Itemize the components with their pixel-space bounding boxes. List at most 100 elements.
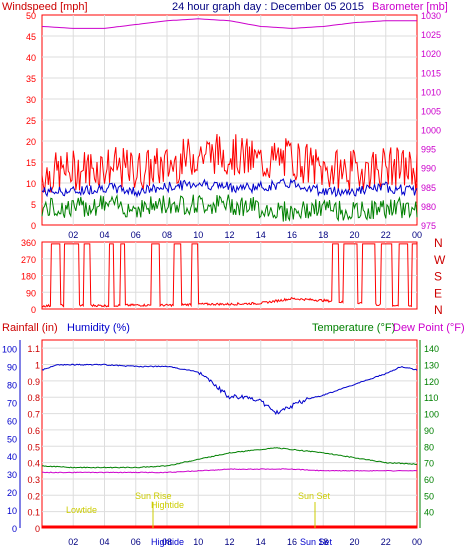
barometer-tick-label: 995 (421, 145, 436, 155)
wind-tick-label: 40 (26, 53, 36, 63)
wind-tick-label: 30 (26, 95, 36, 105)
barometer-line (41, 18, 417, 29)
temperature-tick-label: 140 (424, 344, 439, 354)
barometer-tick-label: 1015 (421, 68, 441, 78)
barometer-tick-label: 980 (421, 202, 436, 212)
rain-tick-label: 0.9 (27, 377, 40, 387)
wind-low-line (41, 193, 418, 222)
humidity-tick-label: 40 (7, 452, 17, 462)
x-tick-label: 08 (162, 537, 172, 547)
wind-x-ticks: 02 04 06 08 10 12 14 16 18 20 22 00 (68, 230, 422, 240)
hightide-annotation: Hightide (151, 500, 184, 510)
wind-tick-label: 0 (31, 221, 36, 231)
direction-tick-label: 0 (31, 305, 36, 315)
rain-tick-label: 0.3 (27, 475, 40, 485)
compass-label: N (434, 303, 443, 317)
x-tick-label: 14 (256, 230, 266, 240)
x-tick-label: 02 (68, 537, 78, 547)
humidity-tick-label: 60 (7, 416, 17, 426)
temperature-y-ticks: 40 50 60 70 80 90 100 110 120 130 140 (424, 344, 439, 517)
x-tick-label: 10 (193, 537, 203, 547)
rain-tick-label: 0.7 (27, 410, 40, 420)
wind-tick-label: 50 (26, 11, 36, 21)
x-tick-label: 02 (68, 230, 78, 240)
direction-tick-label: 90 (26, 288, 36, 298)
direction-tick-label: 180 (21, 272, 36, 282)
wind-tick-label: 15 (26, 158, 36, 168)
x-tick-label: 12 (224, 230, 234, 240)
temperature-tick-label: 70 (424, 459, 434, 469)
barometer-tick-label: 1010 (421, 87, 441, 97)
x-tick-label: 00 (412, 537, 422, 547)
rain-tick-label: 1.1 (27, 344, 40, 354)
x-tick-label: 04 (99, 537, 109, 547)
lowtide-annotation: Lowtide (66, 505, 97, 515)
direction-tick-label: 360 (21, 238, 36, 248)
wind-tick-label: 45 (26, 32, 36, 42)
temperature-tick-label: 120 (424, 377, 439, 387)
barometer-tick-label: 1020 (421, 49, 441, 59)
wind-gust-line (41, 133, 418, 193)
x-tick-label: 18 (318, 230, 328, 240)
direction-y-ticks: 0 90 180 270 360 (21, 238, 36, 315)
wind-tick-label: 20 (26, 137, 36, 147)
humidity-tick-label: 30 (7, 470, 17, 480)
barometer-tick-label: 975 (421, 221, 436, 231)
bottom-x-ticks: 02 04 06 08 10 12 14 16 18 20 22 00 (68, 537, 422, 547)
rain-tick-label: 0.5 (27, 442, 40, 452)
temperature-tick-label: 80 (424, 442, 434, 452)
humidity-line (41, 363, 418, 416)
hightide-x-label: Hightide (151, 537, 184, 547)
rain-tick-label: 0.6 (27, 426, 40, 436)
x-tick-label: 16 (287, 230, 297, 240)
temperature-tick-label: 40 (424, 508, 434, 518)
x-tick-label: 08 (162, 230, 172, 240)
wind-avg-line (41, 178, 418, 198)
barometer-tick-label: 985 (421, 183, 436, 193)
barometer-tick-label: 1030 (421, 11, 441, 21)
x-tick-label: 06 (131, 537, 141, 547)
rain-y-ticks: 0 0.1 0.2 0.3 0.4 0.5 0.6 0.7 0.8 0.9 1 1.1 (27, 344, 40, 534)
compass-label: N (434, 236, 443, 250)
x-tick-label: 20 (349, 537, 359, 547)
x-tick-label: 20 (349, 230, 359, 240)
x-tick-label: 18 (318, 537, 328, 547)
barometer-tick-label: 1005 (421, 106, 441, 116)
sunset-annotation: Sun Set (298, 491, 331, 501)
rain-tick-label: 0.2 (27, 491, 40, 501)
barometer-ticks: 975 980 985 990 995 1000 1005 1010 1015 1020 1025 1… (421, 11, 441, 231)
barometer-tick-label: 1000 (421, 126, 441, 136)
rain-tick-label: 0.4 (27, 459, 40, 469)
humidity-y-ticks: 0 10 20 30 40 50 60 70 80 90 100 (2, 345, 17, 534)
barometer-tick-label: 990 (421, 164, 436, 174)
x-tick-label: 16 (287, 537, 297, 547)
rain-tick-label: 0 (35, 524, 40, 534)
barometer-tick-label: 1025 (421, 30, 441, 40)
humidity-tick-label: 70 (7, 398, 17, 408)
x-tick-label: 00 (412, 230, 422, 240)
temperature-tick-label: 110 (424, 393, 438, 403)
x-tick-label: 06 (131, 230, 141, 240)
sunset-x-label: Sun Set (300, 537, 333, 547)
temperature-line (41, 447, 418, 469)
humidity-tick-label: 50 (7, 434, 17, 444)
rain-tick-label: 1 (35, 361, 40, 371)
x-tick-label: 04 (99, 230, 109, 240)
sunrise-annotation: Sun Rise (135, 491, 172, 501)
compass-label: S (434, 270, 442, 284)
temperature-tick-label: 100 (424, 410, 439, 420)
x-tick-label: 14 (256, 537, 266, 547)
humidity-tick-label: 100 (2, 345, 17, 355)
rainfall-axis-label: Rainfall (in) (2, 322, 58, 334)
direction-panel-grid (42, 242, 417, 309)
wind-direction-line (41, 243, 417, 308)
wind-tick-label: 25 (26, 116, 36, 126)
humidity-tick-label: 0 (12, 524, 17, 534)
rain-tick-label: 0.8 (27, 393, 40, 403)
dewpoint-line (41, 468, 418, 474)
rain-tick-label: 0.1 (27, 508, 40, 518)
temperature-tick-label: 90 (424, 426, 434, 436)
windspeed-axis-label: Windspeed [mph] (2, 1, 88, 13)
humidity-tick-label: 90 (7, 362, 17, 372)
